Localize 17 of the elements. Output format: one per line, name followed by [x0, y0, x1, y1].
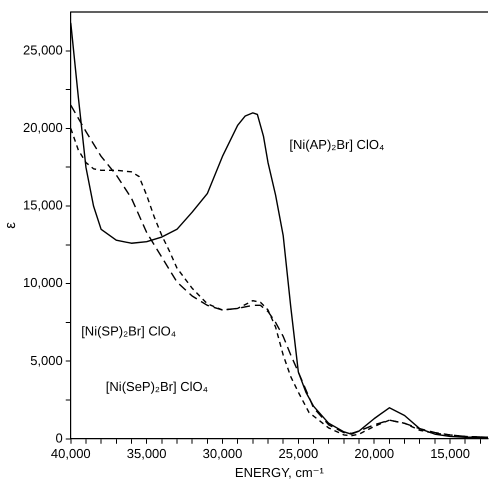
y-tick-label: 25,000: [22, 42, 63, 58]
x-tick-label: 20,000: [354, 446, 394, 462]
annotation: [Ni(SeP)₂Br] ClO₄: [106, 379, 208, 394]
y-tick-label: 5,000: [30, 352, 63, 368]
annotation: [Ni(SP)₂Br] ClO₄: [81, 323, 176, 338]
annotation: [Ni(AP)₂Br] ClO₄: [289, 137, 384, 152]
y-tick-label: 10,000: [22, 275, 63, 290]
y-tick-label: 0: [56, 430, 63, 446]
x-tick-label: 30,000: [202, 446, 242, 462]
y-axis-title: ε: [2, 222, 20, 229]
x-tick-label: 25,000: [278, 446, 318, 462]
x-axis-title: ENERGY, cm⁻¹: [234, 464, 325, 480]
x-tick-label: 15,000: [430, 446, 470, 462]
x-tick-label: 35,000: [126, 446, 167, 462]
y-tick-label: 20,000: [22, 120, 63, 135]
x-tick-label: 40,000: [50, 446, 91, 462]
y-tick-label: 15,000: [22, 198, 63, 213]
